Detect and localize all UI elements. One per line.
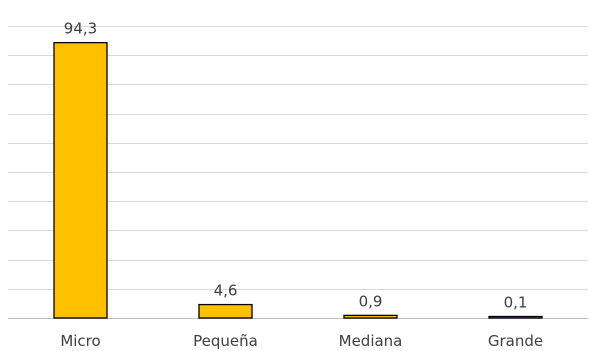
data-label-grande: 0,1 — [504, 294, 528, 312]
tick-label-grande: Grande — [488, 332, 543, 350]
tick-label-pequeña: Pequeña — [193, 332, 258, 350]
data-label-micro: 94,3 — [64, 20, 97, 38]
bars — [53, 41, 543, 319]
bar-mediana — [343, 314, 398, 319]
data-labels: 94,3 4,6 0,9 0,1 — [64, 20, 528, 312]
tick-label-micro: Micro — [60, 332, 100, 350]
bar-micro — [53, 41, 108, 319]
data-label-pequeña: 4,6 — [214, 282, 238, 300]
bar-grande — [488, 315, 543, 319]
bar-pequeña — [198, 303, 253, 319]
tick-label-mediana: Mediana — [339, 332, 403, 350]
data-label-mediana: 0,9 — [359, 292, 383, 310]
category-tick-labels: Micro Pequeña Mediana Grande — [60, 332, 543, 350]
